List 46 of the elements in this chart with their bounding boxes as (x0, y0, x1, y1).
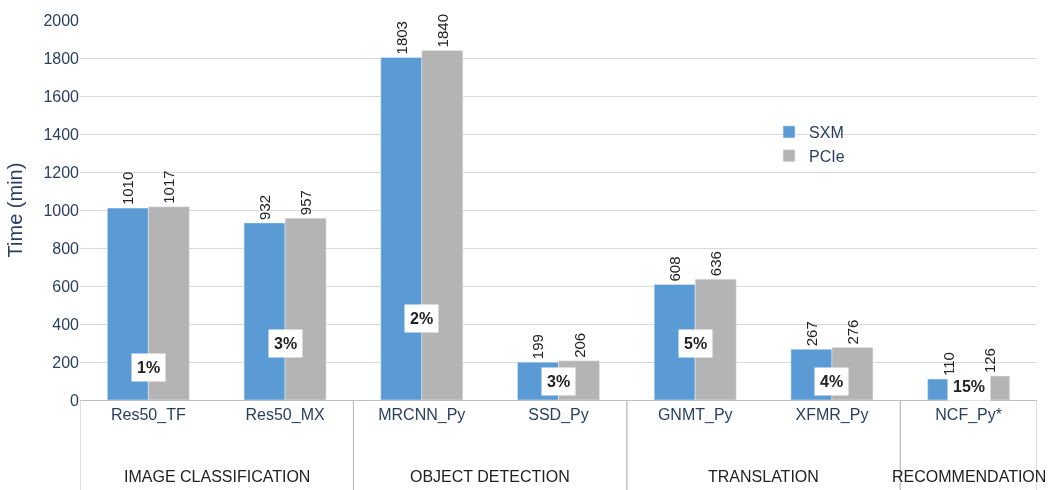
x-tick-label: XFMR_Py (795, 406, 869, 425)
text: RECOMMENDATION (892, 468, 1047, 485)
data-label: 126 (980, 348, 998, 374)
annotation: 3% (274, 335, 298, 352)
annotation: 5% (684, 335, 708, 352)
data-label: 206 (570, 332, 588, 358)
annotation: 1% (137, 359, 161, 376)
data-label: 1010 (119, 171, 137, 206)
data-label: 608 (666, 256, 684, 282)
y-tick-label: 0 (70, 391, 80, 409)
data-label: 957 (297, 190, 315, 216)
x-tick-label: Res50_MX (245, 406, 325, 425)
annotation: 4% (820, 373, 844, 390)
data-label: 110 (939, 352, 957, 377)
y-tick-label: 1200 (43, 163, 80, 181)
annotation: 15% (953, 378, 986, 395)
y-tick-label: 600 (52, 277, 80, 295)
x-tick-label: MRCNN_Py (378, 406, 466, 425)
annotation: 3% (547, 373, 571, 390)
data-label: 1840 (433, 14, 451, 48)
y-tick-label: 1400 (43, 125, 80, 143)
annotation: 2% (410, 310, 434, 327)
y-tick-label: 1800 (43, 49, 80, 67)
data-label: 1803 (392, 21, 410, 55)
y-axis-title: Time (min) (3, 162, 26, 258)
text: TRANSLATION (708, 468, 819, 485)
data-label: 267 (802, 321, 820, 347)
text: OBJECT DETECTION (410, 468, 570, 485)
data-label: 932 (256, 194, 274, 220)
legend-label: PCIe (809, 147, 845, 165)
y-tick-label: 1600 (43, 87, 80, 105)
y-tick-label: 1000 (43, 201, 80, 219)
x-tick-label: Res50_TF (111, 406, 186, 425)
x-tick-label: SSD_Py (528, 406, 589, 425)
y-tick-label: 2000 (43, 11, 80, 29)
x-tick-label: GNMT_Py (657, 406, 733, 425)
legend-label: SXM (809, 124, 844, 142)
y-tick-label: 200 (52, 353, 80, 371)
text: IMAGE CLASSIFICATION (124, 468, 311, 485)
data-label: 276 (843, 319, 861, 345)
y-tick-label: 400 (52, 315, 80, 333)
y-tick-label: 800 (52, 239, 80, 257)
data-label: 199 (529, 334, 547, 360)
data-label: 636 (707, 251, 725, 277)
x-tick-label: NCF_Py* (935, 406, 1002, 425)
data-label: 1017 (160, 170, 178, 204)
